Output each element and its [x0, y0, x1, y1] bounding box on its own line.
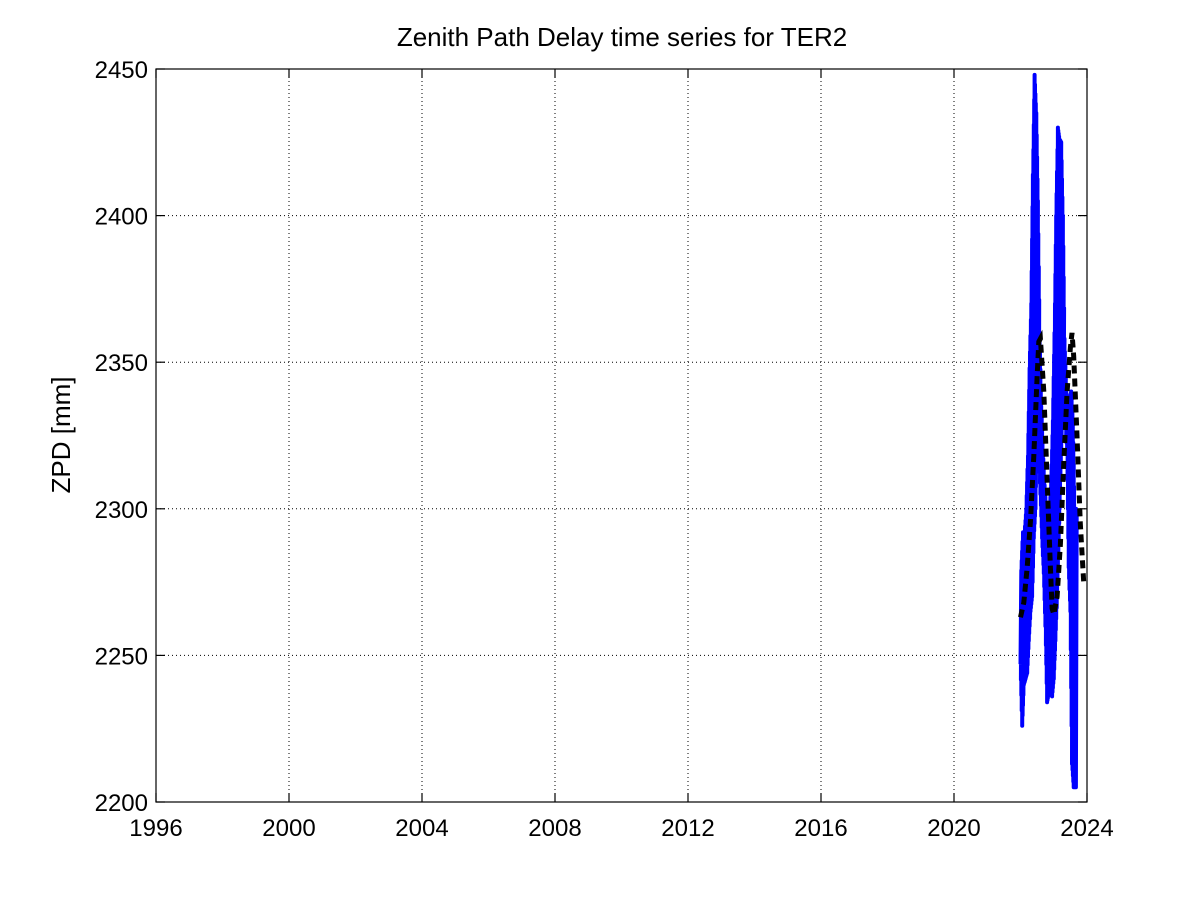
x-tick-label: 2020	[927, 815, 980, 842]
y-tick-label: 2350	[95, 350, 148, 377]
y-tick-label: 2250	[95, 643, 148, 670]
x-tick-label: 2024	[1060, 815, 1113, 842]
x-gridlines	[288, 69, 955, 802]
x-tick-label: 1996	[129, 815, 182, 842]
y-tick-label: 2400	[95, 204, 148, 231]
plot-area	[1018, 72, 1087, 790]
x-tick-label: 2000	[262, 815, 315, 842]
x-axis: 1996 2000 2004 2008 2012 2016 2020 2024	[129, 69, 1114, 842]
y-gridlines	[156, 215, 1087, 656]
chart-title: Zenith Path Delay time series for TER2	[397, 22, 847, 52]
series-smoothed-line	[1018, 329, 1087, 618]
x-tick-label: 2008	[528, 815, 581, 842]
x-tick-label: 2012	[661, 815, 714, 842]
y-axis-label: ZPD [mm]	[46, 377, 76, 494]
y-axis: 2200 2250 2300 2350 2400 2450	[95, 57, 1087, 817]
x-tick-label: 2016	[794, 815, 847, 842]
axes-box	[155, 68, 1088, 803]
y-tick-label: 2450	[95, 57, 148, 84]
y-tick-label: 2300	[95, 497, 148, 524]
series-observed-line	[1018, 72, 1079, 790]
y-tick-label: 2200	[95, 790, 148, 817]
x-tick-label: 2004	[395, 815, 448, 842]
